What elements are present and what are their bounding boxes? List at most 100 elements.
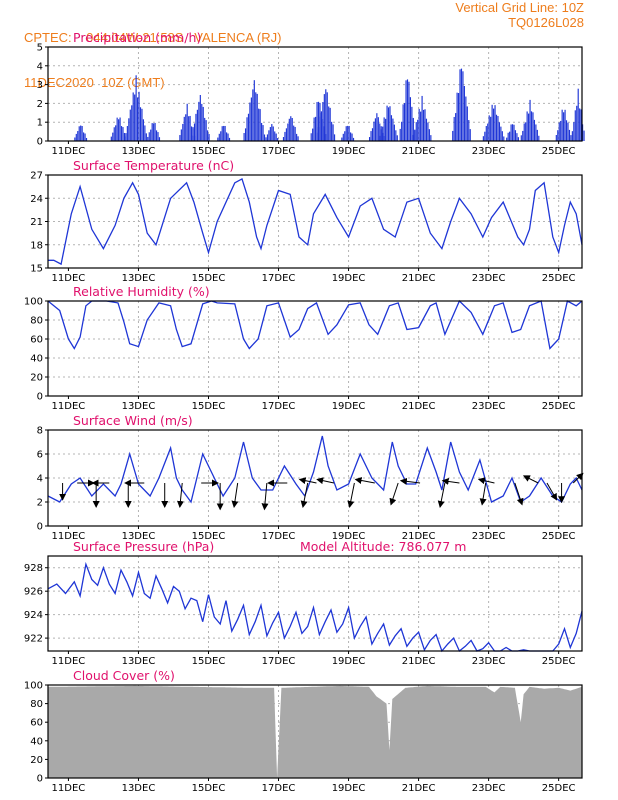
precip-bar <box>563 112 565 141</box>
precip-bar <box>513 124 515 141</box>
x-tick-label: 13DEC <box>122 146 156 157</box>
x-tick-label: 11DEC <box>52 656 86 667</box>
precip-bar <box>555 134 557 141</box>
y-tick-label: 2 <box>37 498 43 509</box>
precip-bar <box>329 107 331 141</box>
precip-bar <box>288 118 290 141</box>
wind-arrow <box>399 477 421 485</box>
series-line <box>47 435 583 504</box>
precip-bar <box>285 128 287 141</box>
precip-bar <box>325 89 327 141</box>
panel-title: Cloud Cover (%) <box>73 668 175 683</box>
x-tick-label: 21DEC <box>402 783 436 794</box>
y-tick-label: 40 <box>30 354 43 365</box>
wind-arrow <box>572 472 584 484</box>
wind-arrow <box>231 482 239 508</box>
precip-bar <box>498 122 501 141</box>
precip-bar <box>564 109 566 141</box>
precip-bar <box>333 134 336 141</box>
precip-bar <box>296 133 298 141</box>
precip-bar <box>221 126 223 141</box>
precip-bar <box>522 130 524 141</box>
precip-bar <box>202 106 204 141</box>
precip-bar <box>408 81 410 141</box>
precip-bar <box>344 131 346 141</box>
precip-bar <box>226 132 228 141</box>
precip-bar <box>316 102 318 141</box>
precip-bar <box>459 69 461 141</box>
precip-bar <box>150 129 152 141</box>
x-tick-label: 21DEC <box>402 656 436 667</box>
precip-bar <box>122 127 124 141</box>
y-tick-label: 4 <box>37 474 43 485</box>
precip-bar <box>126 126 128 141</box>
precip-bar <box>266 134 269 141</box>
precip-bar <box>253 80 255 141</box>
wind-arrow <box>316 477 335 485</box>
y-tick-label: 6 <box>37 450 43 461</box>
precip-bar <box>147 136 149 141</box>
precip-bar <box>294 126 296 141</box>
x-tick-label: 25DEC <box>542 531 576 542</box>
precip-bar <box>250 97 252 141</box>
panel-title: Surface Wind (m/s) <box>73 413 193 428</box>
precip-bar <box>275 133 277 141</box>
x-tick-label: 19DEC <box>332 273 366 284</box>
precip-bar <box>207 130 209 141</box>
precip-bar <box>412 117 414 141</box>
precip-bar <box>485 125 487 141</box>
panel-4: Surface Wind (m/s) 0 2 4 6 8 11DEC 13DEC 15DEC 17… <box>37 413 584 542</box>
precip-bar <box>422 109 425 141</box>
precip-bar <box>468 120 470 141</box>
precip-bar <box>139 107 142 141</box>
precip-bar <box>392 118 394 141</box>
y-tick-label: 21 <box>30 217 43 228</box>
precip-bar <box>379 123 381 141</box>
precip-bar <box>465 96 467 141</box>
x-tick-label: 19DEC <box>332 656 366 667</box>
x-tick-label: 17DEC <box>262 783 296 794</box>
precip-bar <box>368 137 371 141</box>
precip-bar <box>574 110 576 141</box>
wind-arrow <box>298 477 317 485</box>
precip-bar <box>277 138 279 141</box>
precip-bar <box>259 109 261 141</box>
precip-bar <box>414 129 416 141</box>
precip-bar <box>390 115 393 141</box>
precip-bar <box>192 127 194 141</box>
precip-bar <box>208 134 210 141</box>
precip-bar <box>118 119 120 141</box>
x-tick-label: 23DEC <box>472 401 506 412</box>
precip-bar <box>317 101 320 141</box>
precip-bar <box>228 137 231 141</box>
x-tick-label: 23DEC <box>472 146 506 157</box>
precip-bar <box>179 135 181 141</box>
vertical-grid-line-label: Vertical Grid Line: 10Z <box>455 0 584 15</box>
wind-arrow <box>441 477 460 485</box>
y-tick-label: 18 <box>30 240 43 251</box>
precip-bar <box>421 95 423 141</box>
panel-5: Surface Pressure (hPa) Model Altitude: 78… <box>24 539 583 667</box>
x-tick-label: 13DEC <box>122 656 156 667</box>
precip-bar <box>154 122 156 141</box>
x-tick-label: 15DEC <box>192 146 226 157</box>
precip-bar <box>272 126 274 141</box>
precip-bar <box>282 137 285 141</box>
wind-arrow <box>389 482 399 506</box>
precip-bar <box>332 124 334 141</box>
precip-bar <box>223 125 225 141</box>
x-tick-label: 21DEC <box>402 531 436 542</box>
precip-bar <box>78 126 80 141</box>
precip-bar <box>570 135 572 141</box>
x-tick-label: 25DEC <box>542 656 576 667</box>
x-tick-label: 19DEC <box>332 146 366 157</box>
precip-bar <box>193 123 196 141</box>
precip-bar <box>577 88 579 141</box>
precip-bar <box>290 116 292 141</box>
y-tick-label: 60 <box>30 718 43 729</box>
precip-bar <box>287 123 289 141</box>
precip-bar <box>523 123 525 141</box>
precip-bar <box>204 117 206 141</box>
precip-bar <box>385 118 387 141</box>
precip-bar <box>517 137 519 141</box>
